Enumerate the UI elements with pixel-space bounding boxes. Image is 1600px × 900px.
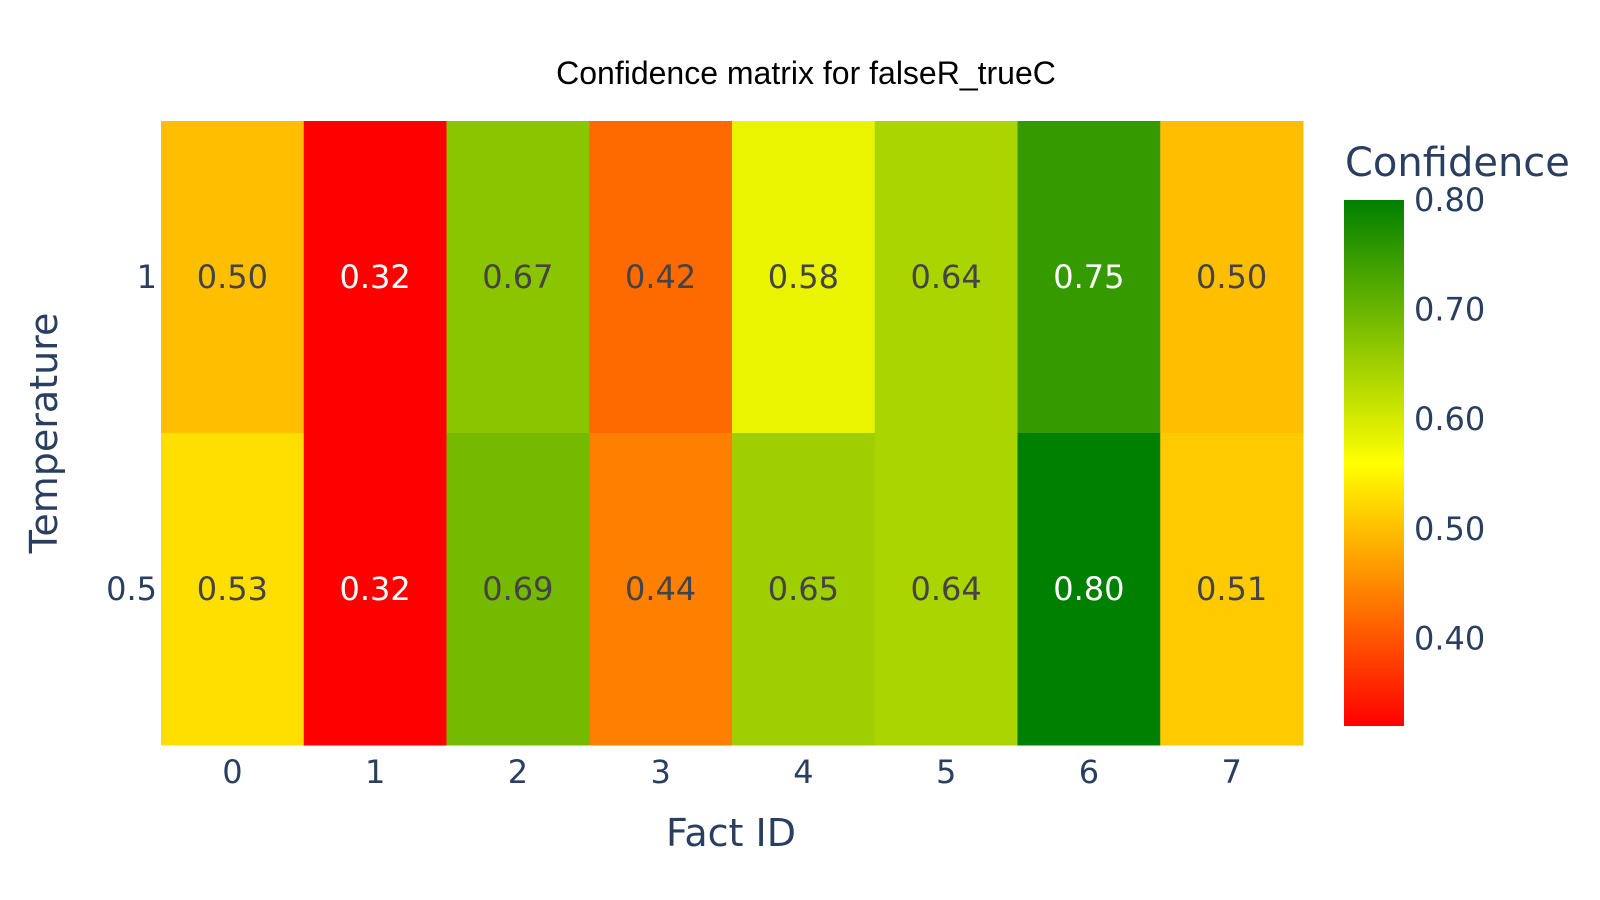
heatmap-cell-labels: 0.50 0.32 0.67 0.42 0.58 0.64 0.75 0.50 0.53 0.32…	[197, 258, 1268, 608]
y-tick-label: 0.5	[106, 570, 157, 608]
heatmap-cell	[1160, 121, 1304, 434]
cell-value-label: 0.67	[482, 258, 553, 296]
heatmap-cell	[446, 121, 590, 434]
colorbar-tick-label: 0.70	[1414, 291, 1485, 329]
colorbar: Confidence 0.40 0.50 0.60 0.70 0.80	[1344, 140, 1570, 726]
x-tick-label: 5	[936, 753, 956, 791]
x-axis-ticks: 0 1 2 3 4 5 6 7	[222, 753, 1242, 791]
chart-title: Confidence matrix for falseR_trueC	[556, 55, 1056, 91]
x-axis-title: Fact ID	[666, 811, 796, 855]
colorbar-ticks: 0.40 0.50 0.60 0.70 0.80	[1414, 181, 1485, 657]
colorbar-tick-label: 0.80	[1414, 181, 1485, 219]
cell-value-label: 0.50	[197, 258, 268, 296]
cell-value-label: 0.32	[340, 258, 411, 296]
heatmap-cell	[1160, 433, 1304, 746]
heatmap-cell	[161, 121, 305, 434]
heatmap-cell	[732, 121, 876, 434]
y-tick-label: 1	[137, 258, 157, 296]
x-tick-label: 1	[365, 753, 385, 791]
colorbar-gradient	[1344, 200, 1404, 726]
y-axis-ticks: 10.5	[106, 258, 157, 608]
colorbar-tick-label: 0.50	[1414, 510, 1485, 548]
x-tick-label: 2	[508, 753, 528, 791]
x-tick-label: 3	[650, 753, 670, 791]
colorbar-title: Confidence	[1345, 140, 1570, 186]
x-tick-label: 4	[793, 753, 813, 791]
cell-value-label: 0.42	[625, 258, 696, 296]
heatmap-cell	[446, 433, 590, 746]
cell-value-label: 0.65	[768, 570, 839, 608]
x-tick-label: 0	[222, 753, 242, 791]
cell-value-label: 0.80	[1053, 570, 1124, 608]
cell-value-label: 0.64	[911, 258, 982, 296]
heatmap-cell	[732, 433, 876, 746]
cell-value-label: 0.51	[1196, 570, 1267, 608]
heatmap-cell	[589, 121, 733, 434]
heatmap-cell	[303, 121, 447, 434]
cell-value-label: 0.69	[482, 570, 553, 608]
heatmap-cell	[161, 433, 305, 746]
heatmap-cell	[1017, 121, 1161, 434]
cell-value-label: 0.44	[625, 570, 696, 608]
heatmap-cell	[589, 433, 733, 746]
colorbar-tick-label: 0.60	[1414, 400, 1485, 438]
cell-value-label: 0.53	[197, 570, 268, 608]
heatmap-cell	[1017, 433, 1161, 746]
heatmap-cells	[161, 121, 1304, 746]
heatmap-cell	[303, 433, 447, 746]
cell-value-label: 0.58	[768, 258, 839, 296]
cell-value-label: 0.75	[1053, 258, 1124, 296]
cell-value-label: 0.50	[1196, 258, 1267, 296]
y-axis-title: Temperature	[22, 313, 66, 555]
heatmap-cell	[874, 433, 1018, 746]
x-tick-label: 7	[1221, 753, 1241, 791]
cell-value-label: 0.64	[911, 570, 982, 608]
heatmap-cell	[874, 121, 1018, 434]
cell-value-label: 0.32	[340, 570, 411, 608]
x-tick-label: 6	[1079, 753, 1099, 791]
colorbar-tick-label: 0.40	[1414, 619, 1485, 657]
